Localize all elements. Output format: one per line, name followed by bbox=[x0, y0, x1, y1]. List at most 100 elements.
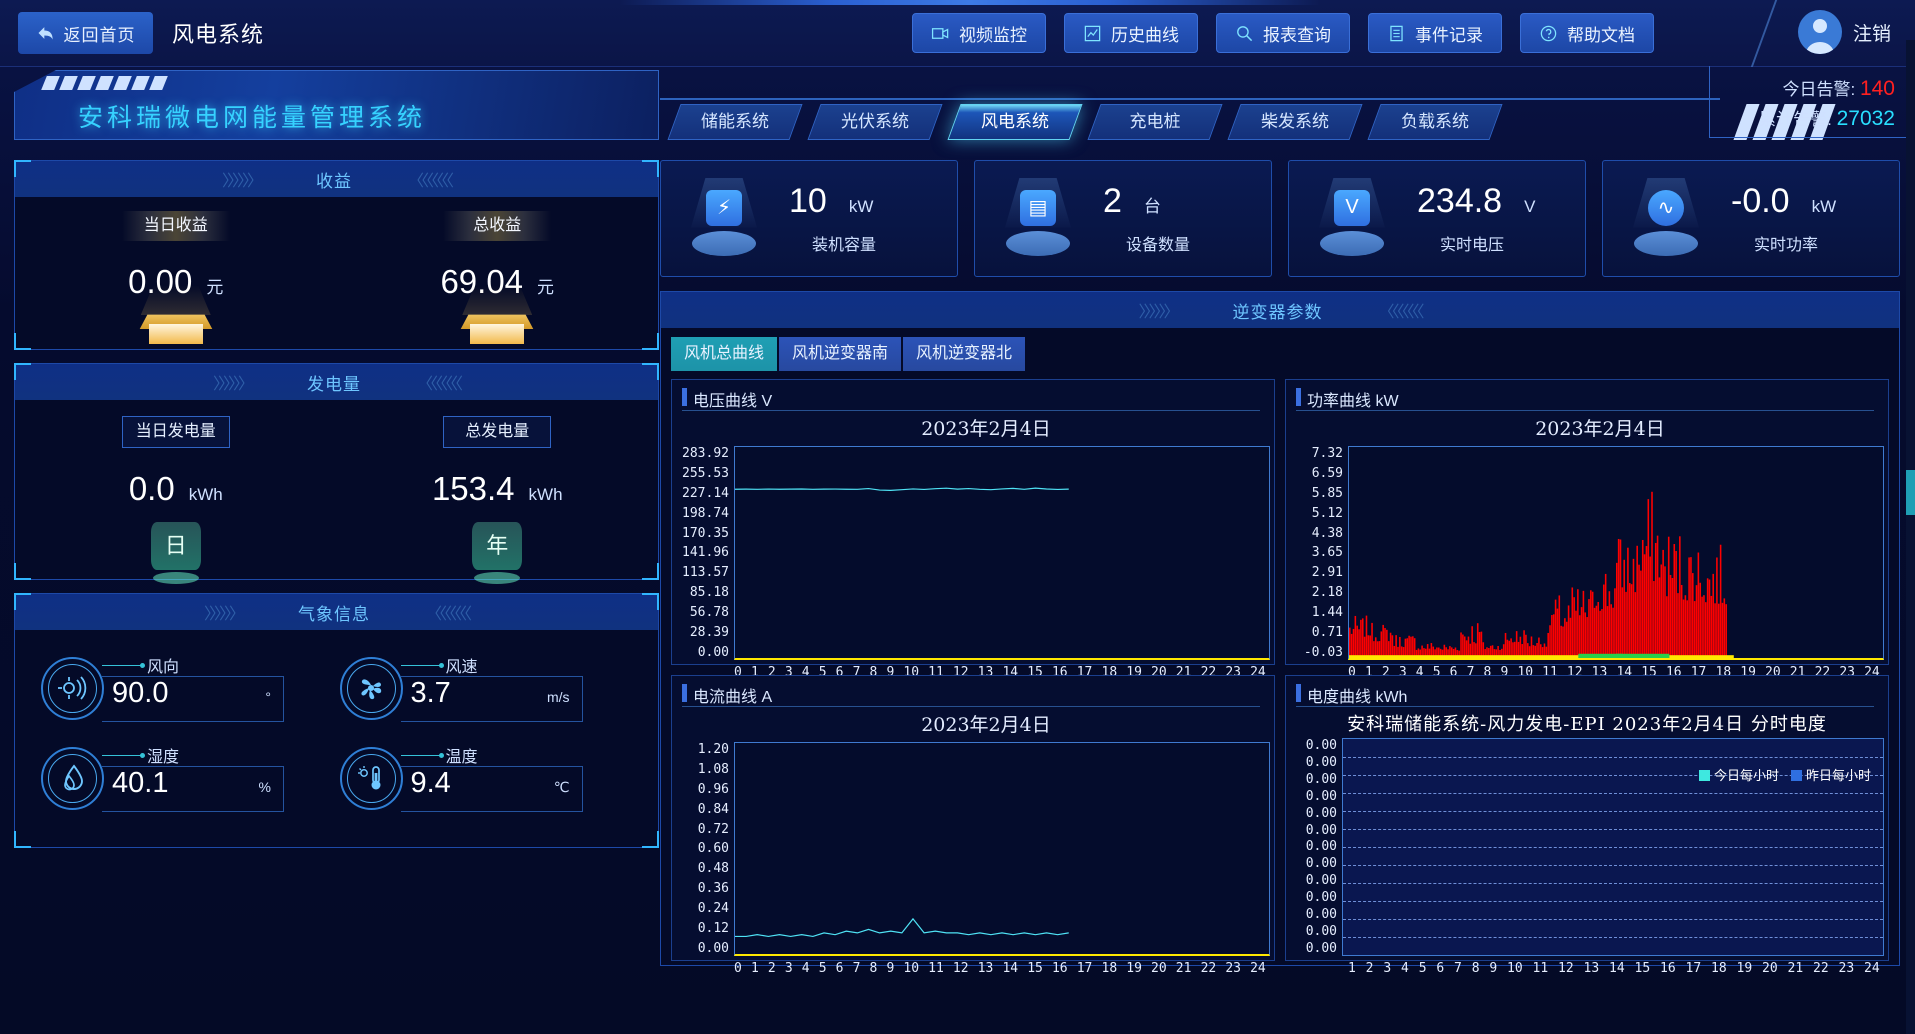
axis-tick: 11 bbox=[928, 961, 944, 976]
weather-panel-header: 〉〉〉〉〉〉 气象信息 〈〈〈〈〈〈〈 bbox=[15, 594, 658, 630]
chevrons-right-icon: 〉〉〉〉〉〉 bbox=[1138, 304, 1179, 321]
tab-storage-system[interactable]: 储能系统 bbox=[667, 104, 803, 140]
revenue-total-value: 69.04 bbox=[440, 263, 524, 300]
nav-label-help-doc: 帮助文档 bbox=[1567, 25, 1635, 45]
page-title: 风电系统 bbox=[172, 22, 265, 47]
voltage-plot[interactable] bbox=[734, 446, 1270, 660]
kpi-realtime-voltage-unit: V bbox=[1524, 197, 1536, 216]
top-bar: 返回首页 风电系统 视频监控 历史曲线 bbox=[0, 0, 1915, 67]
kpi-device-count-text: 2 台 设备数量 bbox=[1103, 182, 1213, 255]
revenue-total-value-row: 69.04 元 bbox=[440, 263, 554, 301]
power-plot-wrap: 7.32 6.59 5.85 5.12 4.38 3.65 2.91 2.18 1.44 0.71… bbox=[1286, 446, 1884, 680]
tab-label: 负载系统 bbox=[1401, 112, 1469, 131]
page-scrollbar-track[interactable] bbox=[1906, 40, 1915, 1034]
tab-diesel-system[interactable]: 柴发系统 bbox=[1227, 104, 1363, 140]
revenue-panel: 〉〉〉〉〉〉 收益 〈〈〈〈〈〈〈 当日收益 0.00 元 bbox=[14, 160, 659, 350]
tab-label: 柴发系统 bbox=[1261, 112, 1329, 131]
humidity-unit: % bbox=[258, 779, 271, 795]
axis-tick: 6 bbox=[835, 961, 844, 976]
energy-chart-main-title: 安科瑞储能系统-风力发电-EPI 2023年2月4日 分时电度 bbox=[1347, 714, 1827, 735]
revenue-today-value: 0.00 bbox=[128, 263, 193, 300]
temperature-value: 9.4 bbox=[410, 767, 451, 799]
axis-tick: 0.00 bbox=[697, 940, 729, 956]
device-stack-icon: ▤ bbox=[999, 177, 1077, 260]
fan-glyph bbox=[361, 679, 382, 700]
tab-pv-system[interactable]: 光伏系统 bbox=[807, 104, 943, 140]
axis-tick: 0.00 bbox=[1305, 754, 1337, 770]
axis-tick: 12 bbox=[1558, 961, 1574, 976]
wind-speed-value: 3.7 bbox=[410, 677, 451, 709]
chevrons-left-icon: 〈〈〈〈〈〈〈 bbox=[1378, 304, 1425, 321]
generation-total-unit: kWh bbox=[528, 485, 563, 504]
thermometer-glyph bbox=[358, 766, 381, 790]
generation-metric-today: 当日发电量 0.0 kWh 日 bbox=[15, 416, 337, 584]
kpi-installed-capacity-text: 10 kW 装机容量 bbox=[789, 182, 899, 255]
system-title: 安科瑞微电网能量管理系统 bbox=[78, 103, 427, 132]
subtab-wind-inverter-south[interactable]: 风机逆变器南 bbox=[779, 337, 902, 371]
axis-tick: 1.08 bbox=[697, 761, 729, 777]
nav-button-video-monitor[interactable]: 视频监控 bbox=[912, 13, 1046, 53]
wind-speed-unit: m/s bbox=[546, 689, 570, 705]
kpi-installed-capacity-unit: kW bbox=[848, 197, 874, 216]
subtab-wind-total-curve[interactable]: 风机总曲线 bbox=[671, 337, 778, 371]
kpi-row: ⚡ 10 kW 装机容量 ▤ 2 台 bbox=[660, 160, 1900, 277]
voltage-chart-title: 电压曲线 V bbox=[693, 393, 773, 410]
legend-today: 今日每小时 bbox=[1698, 765, 1779, 784]
wind-direction-value: 90.0 bbox=[112, 677, 169, 709]
alarm-total-label: 累计告警: bbox=[1759, 110, 1832, 129]
axis-tick: 19 bbox=[1736, 961, 1753, 976]
temperature-unit: ℃ bbox=[553, 779, 570, 795]
energy-plot[interactable]: 今日每小时 昨日每小时 bbox=[1342, 738, 1884, 956]
humidity-value-box: 40.1 % bbox=[102, 766, 284, 812]
legend-swatch-today bbox=[1698, 770, 1710, 781]
power-plot[interactable] bbox=[1348, 446, 1884, 660]
nav-button-report-query[interactable]: 报表查询 bbox=[1216, 13, 1350, 53]
kpi-installed-capacity: ⚡ 10 kW 装机容量 bbox=[660, 160, 958, 277]
gridline bbox=[1343, 919, 1883, 920]
user-logout[interactable]: 注销 bbox=[1797, 10, 1891, 54]
axis-tick: 0.00 bbox=[1305, 738, 1337, 753]
current-plot[interactable] bbox=[734, 742, 1270, 956]
axis-tick: 0 bbox=[734, 961, 742, 976]
wind-direction-glyph bbox=[57, 676, 86, 700]
pulse-glyph: ∿ bbox=[1648, 189, 1684, 226]
banner-shape bbox=[14, 70, 659, 140]
tab-charging-pile[interactable]: 充电桩 bbox=[1087, 104, 1223, 140]
energy-legend: 今日每小时 昨日每小时 bbox=[1698, 765, 1871, 784]
corner-bl bbox=[14, 831, 31, 848]
generation-today-value: 0.0 bbox=[128, 470, 175, 507]
back-home-label: 返回首页 bbox=[63, 25, 136, 45]
nav-button-event-log[interactable]: 事件记录 bbox=[1368, 13, 1502, 53]
generation-panel: 〉〉〉〉〉〉 发电量 〈〈〈〈〈〈〈 当日发电量 0.0 kWh 日 bbox=[14, 363, 659, 584]
chart-card-current: 电流曲线 A 2023年2月4日 1.20 1.08 0.96 0.84 0.72 0.6… bbox=[671, 675, 1275, 976]
alarm-today: 今日告警: 140 bbox=[1782, 75, 1895, 101]
tab-load-system[interactable]: 负载系统 bbox=[1367, 104, 1503, 140]
axis-tick: 0 bbox=[1348, 665, 1356, 680]
revenue-total-label: 总收益 bbox=[443, 211, 552, 241]
axis-tick: 1 bbox=[1364, 665, 1373, 680]
axis-tick: 0.24 bbox=[697, 901, 729, 917]
axis-tick: 7 bbox=[852, 961, 861, 976]
legend-label-today: 今日每小时 bbox=[1713, 769, 1779, 784]
subtab-wind-inverter-north[interactable]: 风机逆变器北 bbox=[903, 337, 1026, 371]
generation-today-label: 当日发电量 bbox=[121, 416, 230, 448]
page-scrollbar-thumb[interactable] bbox=[1906, 470, 1915, 515]
wind-speed-label: 风速 bbox=[445, 659, 478, 676]
current-x-axis: 0 1 2 3 4 5 6 7 8 9 10 11 12 13 14 15 16 17 18 19 20 21 22 23 24 bbox=[734, 961, 1266, 976]
back-home-button[interactable]: 返回首页 bbox=[18, 12, 153, 54]
corner-br bbox=[642, 831, 659, 848]
tab-wind-system[interactable]: 风电系统 bbox=[947, 104, 1083, 140]
gridline bbox=[1343, 847, 1883, 848]
nav-button-history-curve[interactable]: 历史曲线 bbox=[1064, 13, 1198, 53]
weather-grid: 风向 90.0 ° bbox=[15, 630, 658, 830]
kpi-realtime-power-text: -0.0 kW 实时功率 bbox=[1731, 182, 1841, 255]
power-chart-date: 2023年2月4日 bbox=[1535, 418, 1665, 440]
thermometer-icon bbox=[339, 746, 403, 810]
wind-direction-unit: ° bbox=[265, 689, 271, 705]
user-icon bbox=[1805, 19, 1834, 54]
pulse-icon: ∿ bbox=[1627, 177, 1705, 260]
axis-tick: 5.12 bbox=[1311, 505, 1343, 521]
kpi-installed-capacity-label: 装机容量 bbox=[811, 237, 876, 254]
inverter-panel: 〉〉〉〉〉〉 逆变器参数 〈〈〈〈〈〈〈 风机总曲线 风机逆变器南 风机逆变器北… bbox=[660, 291, 1900, 976]
nav-button-help-doc[interactable]: 帮助文档 bbox=[1520, 13, 1654, 53]
